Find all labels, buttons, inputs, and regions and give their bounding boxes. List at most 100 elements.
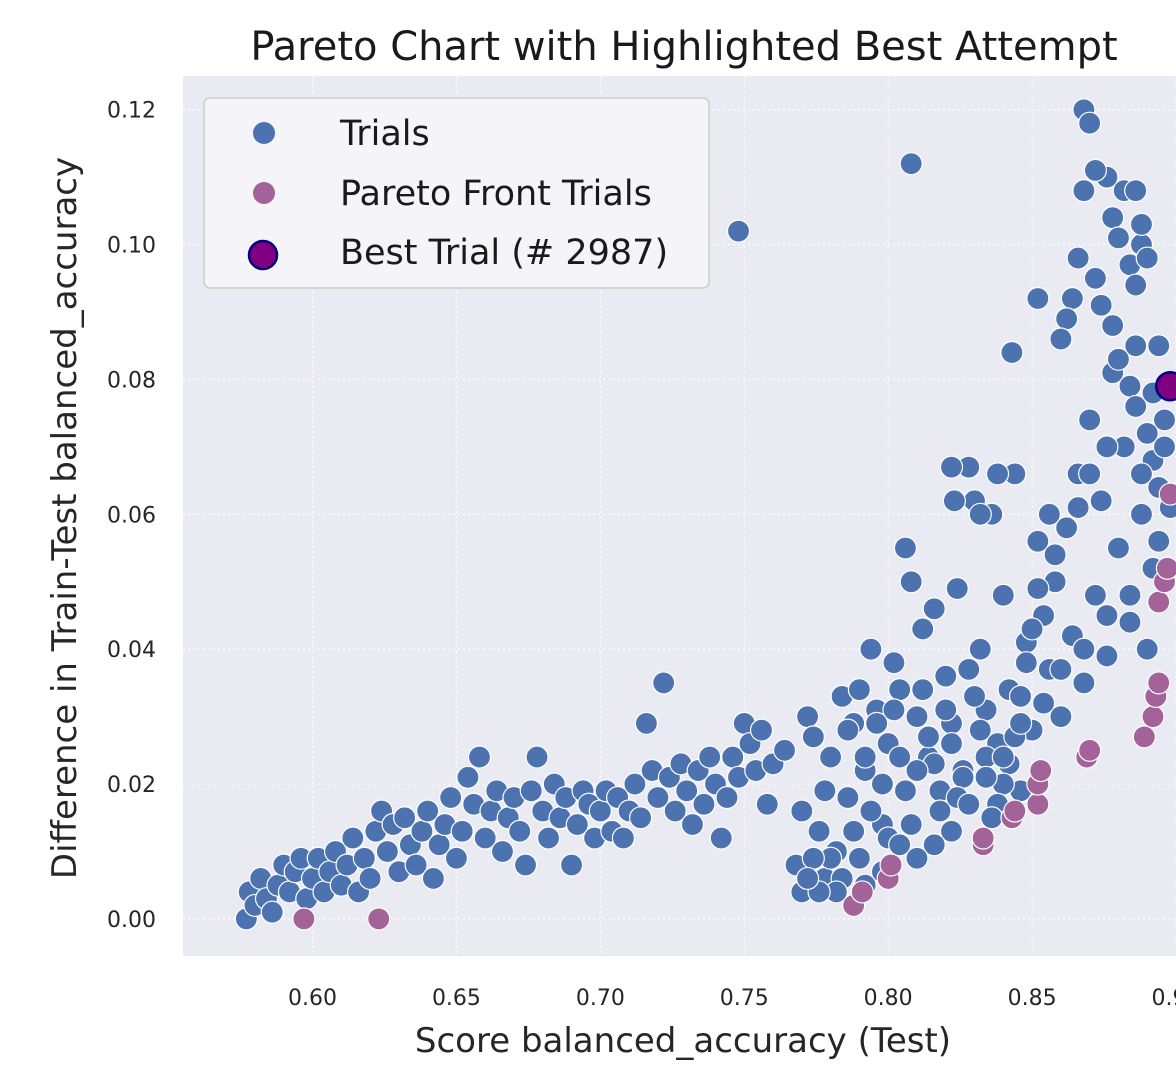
- trial-point: [559, 853, 584, 877]
- trial-point: [836, 785, 860, 810]
- legend-label-best: Best Trial (# 2987): [340, 233, 668, 273]
- trial-point: [942, 489, 966, 513]
- legend-marker-trials: [253, 122, 275, 144]
- y-axis-label: Difference in Train-Test balanced_accura…: [45, 157, 85, 879]
- trial-point: [801, 725, 825, 749]
- pareto-point: [1141, 705, 1165, 729]
- trial-point: [847, 678, 871, 702]
- trial-point: [623, 772, 647, 796]
- trial-point: [1083, 583, 1108, 607]
- trial-point: [467, 745, 492, 769]
- trial-point: [968, 502, 992, 526]
- trial-point: [634, 711, 659, 735]
- trial-point: [1031, 691, 1056, 715]
- trial-point: [795, 866, 820, 891]
- trial-point: [1124, 179, 1148, 203]
- trial-point: [962, 684, 987, 708]
- trial-point: [939, 819, 964, 843]
- trial-point: [1101, 313, 1125, 338]
- trial-point: [985, 462, 1010, 486]
- trial-point: [749, 718, 774, 742]
- trial-point: [352, 846, 376, 870]
- trial-point: [450, 819, 474, 843]
- x-tick-label: 0.85: [1008, 986, 1057, 1011]
- x-tick-label: 0.80: [864, 986, 913, 1011]
- trial-point: [991, 745, 1015, 769]
- trial-point: [899, 570, 923, 594]
- trial-point: [1072, 179, 1096, 203]
- x-tick-label: 0.70: [576, 986, 625, 1011]
- pareto-point: [1029, 758, 1053, 783]
- trial-point: [393, 806, 417, 830]
- trial-point: [916, 725, 941, 749]
- legend-label-trials: Trials: [339, 114, 430, 154]
- trial-point: [513, 853, 538, 877]
- pareto-point: [1158, 482, 1176, 506]
- trial-point: [905, 758, 929, 783]
- trial-point: [1095, 603, 1119, 628]
- trial-point: [1066, 246, 1090, 270]
- pareto-point: [1155, 556, 1176, 580]
- trial-point: [675, 779, 699, 803]
- trial-point: [1078, 111, 1102, 135]
- y-tick-label: 0.10: [107, 234, 156, 259]
- trial-point: [629, 806, 653, 830]
- trial-point: [1089, 489, 1113, 513]
- chart-title: Pareto Chart with Highlighted Best Attem…: [250, 24, 1117, 70]
- trial-point: [1106, 536, 1131, 560]
- pareto-point: [850, 880, 874, 904]
- trial-point: [375, 839, 399, 864]
- trial-point: [922, 597, 946, 621]
- trial-point: [911, 617, 935, 641]
- trial-point: [1060, 286, 1084, 311]
- y-tick-label: 0.08: [107, 368, 156, 393]
- trial-point: [439, 785, 463, 810]
- trial-point: [1072, 671, 1096, 695]
- trial-point: [1014, 651, 1038, 675]
- trial-point: [795, 705, 820, 729]
- trial-point: [968, 637, 992, 661]
- trial-point: [1008, 711, 1033, 735]
- trial-point: [1043, 543, 1067, 567]
- trial-point: [1000, 340, 1024, 365]
- trial-point: [1026, 576, 1050, 601]
- trial-point: [836, 718, 860, 742]
- y-tick-label: 0.00: [107, 908, 156, 933]
- trial-point: [934, 698, 958, 722]
- trial-point: [1135, 246, 1159, 270]
- trial-point: [646, 785, 670, 810]
- trial-point: [1049, 705, 1073, 729]
- trial-point: [1106, 226, 1131, 250]
- trial-point: [807, 819, 831, 843]
- trial-point: [1089, 293, 1113, 317]
- pareto-point: [1147, 590, 1171, 614]
- trial-point: [945, 576, 969, 601]
- trial-point: [1020, 617, 1044, 641]
- pareto-point: [1132, 725, 1156, 749]
- legend-label-pareto: Pareto Front Trials: [340, 174, 652, 214]
- trial-point: [1118, 583, 1142, 607]
- trial-point: [1129, 212, 1154, 236]
- trial-point: [1083, 266, 1108, 290]
- trial-point: [421, 866, 446, 891]
- trial-point: [709, 826, 733, 850]
- trial-point: [715, 785, 739, 810]
- trial-point: [680, 812, 705, 837]
- trial-point: [859, 637, 883, 661]
- trial-point: [899, 152, 923, 176]
- pareto-front-series: [292, 482, 1176, 931]
- trial-point: [663, 799, 687, 823]
- trial-point: [1129, 462, 1154, 486]
- x-tick-label: 0.90: [1152, 986, 1176, 1011]
- trial-point: [974, 765, 998, 789]
- trial-point: [565, 812, 589, 837]
- trial-point: [1152, 408, 1176, 432]
- trial-point: [882, 698, 906, 722]
- trial-point: [888, 833, 912, 857]
- trial-point: [980, 806, 1004, 830]
- trial-point: [957, 792, 981, 816]
- legend-marker-best: [247, 239, 279, 271]
- trial-point: [692, 792, 716, 816]
- trial-point: [968, 718, 992, 742]
- legend-box: [203, 97, 710, 289]
